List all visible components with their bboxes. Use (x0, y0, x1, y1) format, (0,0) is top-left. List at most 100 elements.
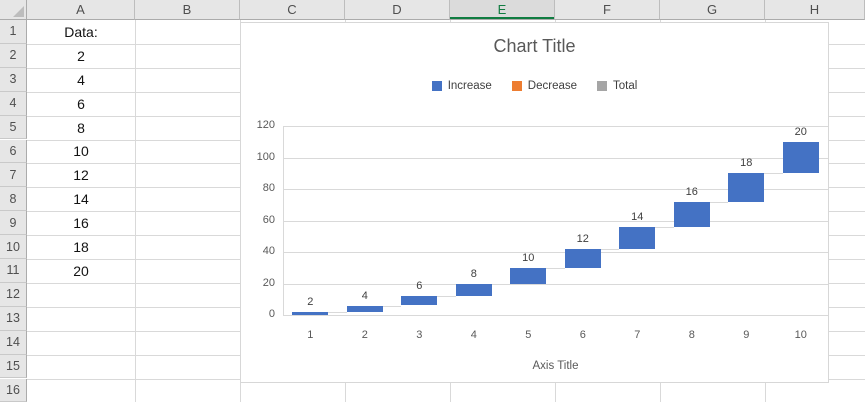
waterfall-connector (382, 305, 402, 307)
cell-A4[interactable]: 6 (77, 95, 85, 112)
column-header-F[interactable]: F (555, 0, 660, 20)
column-header-G[interactable]: G (660, 0, 765, 20)
waterfall-bar-10[interactable] (782, 141, 819, 174)
row-header-6[interactable]: 6 (0, 139, 27, 164)
row-header-7[interactable]: 7 (0, 163, 27, 188)
column-header-C[interactable]: C (240, 0, 345, 20)
row-header-9[interactable]: 9 (0, 211, 27, 236)
y-axis-tick-label: 60 (262, 213, 275, 226)
legend-swatch-icon (431, 81, 442, 91)
column-header-E[interactable]: E (450, 0, 555, 20)
plot-gridline (283, 189, 828, 190)
bar-data-label: 4 (361, 289, 368, 302)
column-header-H[interactable]: H (765, 0, 865, 20)
legend-item-decrease[interactable]: Decrease (511, 80, 578, 92)
legend-swatch-icon (511, 81, 522, 91)
plot-gridline (283, 157, 828, 159)
select-all-triangle-icon (13, 6, 24, 17)
row-header-1[interactable]: 1 (0, 20, 27, 44)
bar-data-label: 18 (740, 157, 753, 170)
bar-data-label: 8 (470, 267, 477, 280)
chart-object[interactable]: Chart Title Increase Decrease Total 0 20 40 6… (240, 22, 829, 383)
waterfall-bar-4[interactable] (455, 283, 492, 297)
cell-A3[interactable]: 4 (77, 71, 85, 88)
cell-A11[interactable]: 20 (73, 262, 89, 279)
plot-gridline (283, 283, 828, 285)
bar-data-label: 10 (522, 251, 535, 264)
bar-data-label: 20 (794, 125, 807, 138)
row-header-14[interactable]: 14 (0, 330, 27, 355)
x-axis-tick-label: 7 (634, 329, 641, 341)
waterfall-connector (764, 173, 783, 175)
row-header-10[interactable]: 10 (0, 235, 27, 259)
row-header-8[interactable]: 8 (0, 187, 27, 212)
legend-label: Increase (447, 80, 492, 92)
waterfall-connector (437, 296, 456, 298)
row-header-2[interactable]: 2 (0, 43, 27, 68)
chart-legend[interactable]: Increase Decrease Total (241, 80, 828, 92)
plot-gridline (283, 252, 828, 253)
cell-A7[interactable]: 12 (73, 167, 89, 184)
waterfall-connector (709, 201, 729, 203)
cell-A1[interactable]: Data: (64, 23, 98, 40)
bar-data-label: 16 (685, 185, 698, 198)
column-header-A[interactable]: A (27, 0, 135, 20)
waterfall-bar-6[interactable] (564, 248, 601, 268)
chart-title[interactable]: Chart Title (493, 36, 576, 56)
x-axis-tick-label: 4 (470, 329, 477, 341)
column-header-D[interactable]: D (345, 0, 450, 20)
waterfall-connector (655, 226, 674, 228)
x-axis-title[interactable]: Axis Title (532, 360, 579, 372)
select-all-corner[interactable] (0, 0, 27, 20)
row-header-13[interactable]: 13 (0, 306, 27, 331)
plot-gridline (283, 126, 828, 127)
legend-item-total[interactable]: Total (597, 80, 637, 92)
row-header-12[interactable]: 12 (0, 282, 27, 307)
waterfall-connector (328, 311, 347, 313)
x-axis-tick-label: 5 (525, 329, 532, 341)
row-header-4[interactable]: 4 (0, 91, 27, 116)
row-header-5[interactable]: 5 (0, 115, 27, 140)
waterfall-bar-2[interactable] (346, 305, 383, 312)
y-axis-tick-label: 0 (268, 308, 275, 320)
waterfall-bar-5[interactable] (510, 267, 547, 284)
sheet-gridline-vertical (135, 20, 136, 402)
waterfall-bar-1[interactable] (292, 311, 329, 315)
waterfall-connector (600, 248, 620, 250)
waterfall-connector (491, 283, 511, 285)
legend-item-increase[interactable]: Increase (431, 80, 492, 92)
y-axis-line (283, 126, 284, 315)
y-axis-tick-label: 100 (256, 150, 275, 163)
x-axis-tick-label: 9 (743, 329, 750, 341)
cell-A8[interactable]: 14 (73, 191, 89, 208)
x-axis-tick-label: 8 (688, 329, 695, 341)
y-axis-tick-label: 40 (262, 245, 275, 257)
cell-A10[interactable]: 18 (73, 239, 89, 256)
row-header-11[interactable]: 11 (0, 259, 27, 283)
y-axis-tick-label: 120 (256, 119, 275, 131)
waterfall-bar-7[interactable] (619, 226, 656, 249)
waterfall-bar-3[interactable] (401, 296, 438, 306)
cell-A6[interactable]: 10 (73, 143, 89, 160)
bar-data-label: 14 (631, 210, 644, 223)
cell-A9[interactable]: 16 (73, 215, 89, 232)
bar-data-label: 6 (416, 280, 423, 293)
x-axis-tick-label: 1 (307, 329, 314, 341)
row-header-15[interactable]: 15 (0, 354, 27, 379)
column-header-B[interactable]: B (135, 0, 240, 20)
waterfall-connector (546, 267, 565, 269)
waterfall-bar-8[interactable] (673, 201, 710, 227)
cell-A2[interactable]: 2 (77, 47, 85, 64)
cell-A5[interactable]: 8 (77, 119, 85, 136)
x-axis-tick-label: 3 (416, 329, 423, 341)
waterfall-bar-9[interactable] (728, 173, 765, 202)
row-header-3[interactable]: 3 (0, 67, 27, 92)
plot-gridline (283, 220, 828, 222)
legend-label: Decrease (527, 80, 578, 92)
x-axis-tick-label: 10 (794, 329, 807, 341)
legend-label: Total (613, 80, 638, 92)
row-header-16[interactable]: 16 (0, 378, 27, 402)
bar-data-label: 12 (576, 232, 589, 245)
x-axis-tick-label: 6 (579, 329, 586, 341)
bar-data-label: 2 (307, 295, 314, 308)
